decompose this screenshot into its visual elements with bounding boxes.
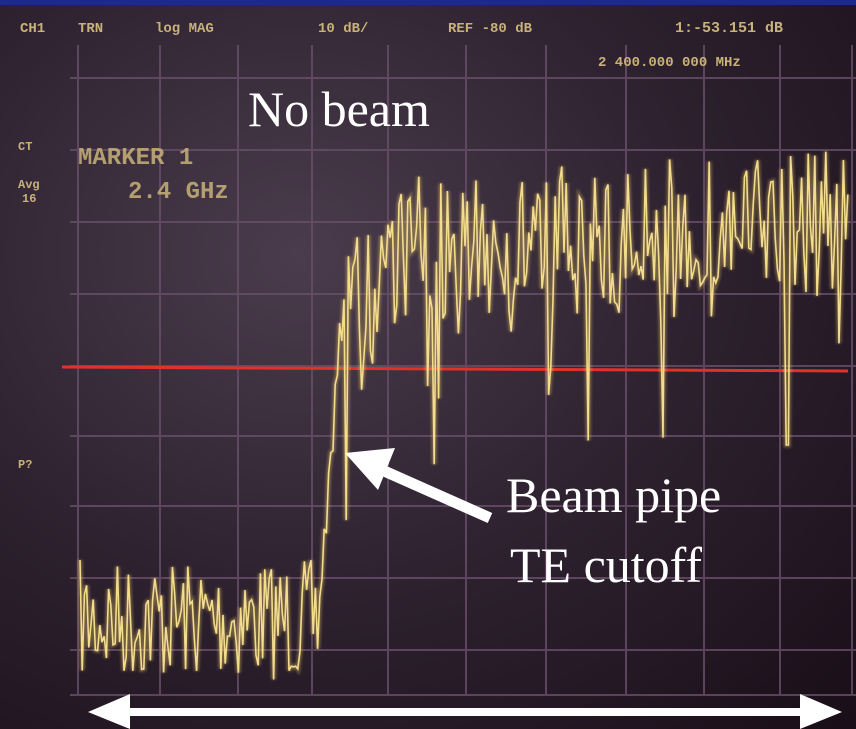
format: log MAG: [155, 21, 214, 37]
marker-title: MARKER 1: [78, 145, 193, 172]
trace: [77, 151, 851, 680]
mode: TRN: [78, 21, 103, 37]
reference-line: [61, 365, 849, 373]
side-label: CT: [18, 140, 32, 154]
marker-value: 2.4 GHz: [128, 179, 229, 206]
marker-readout: 1:-53.151 dB: [675, 20, 783, 37]
reference: REF -80 dB: [448, 21, 533, 37]
annotation: Beam pipe: [506, 467, 721, 523]
scale: 10 dB/: [318, 21, 368, 37]
top-border: [0, 0, 856, 5]
arrow: [345, 448, 493, 524]
annotation: No beam: [248, 81, 430, 137]
trace-line: [79, 151, 849, 680]
annotation: TE cutoff: [510, 537, 702, 593]
frequency: 2 400.000 000 MHz: [598, 55, 741, 71]
channel: CH1: [20, 21, 45, 37]
side-label: 16: [22, 192, 36, 206]
side-label: Avg: [18, 178, 40, 192]
span-arrow: [88, 694, 842, 729]
side-label: P?: [18, 458, 32, 472]
